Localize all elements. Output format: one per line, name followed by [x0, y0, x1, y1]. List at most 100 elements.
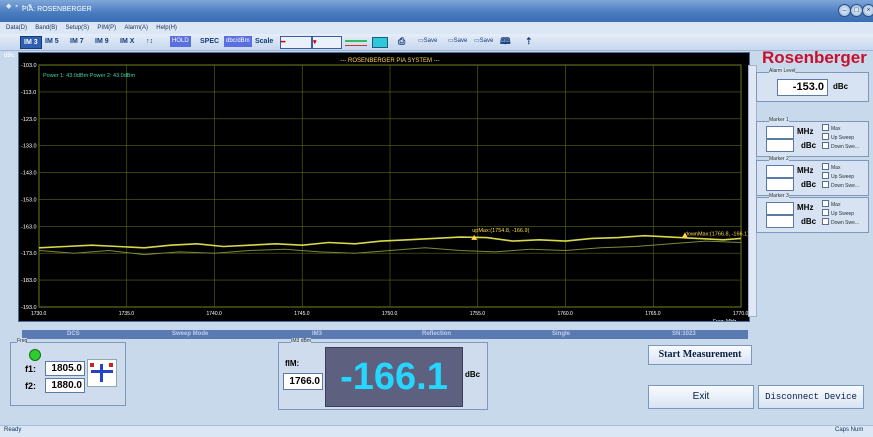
x-tick-label: 1735.0	[119, 311, 135, 317]
x-tick-label: 1750.0	[382, 311, 398, 317]
power-readout: Power 1: 43.0dBm Power 2: 43.0dBm	[43, 73, 135, 79]
pin-icon[interactable]: ⇡	[525, 36, 533, 46]
mode-im7-button[interactable]: IM 7	[70, 38, 84, 45]
marker-1-down-checkbox[interactable]: Down Swe...	[822, 142, 859, 150]
marker-3-freq-input[interactable]	[766, 202, 794, 215]
x-axis-label: Freq: MHz	[713, 319, 737, 321]
scale-select[interactable]: ━	[280, 36, 312, 49]
csv-file-icon[interactable]: ▭Save	[448, 38, 468, 44]
disconnect-device-button[interactable]: Disconnect Device	[758, 385, 864, 409]
csv-file-label: Save	[453, 38, 468, 44]
x-tick-label: 1730.0	[31, 311, 47, 317]
result-label: IM3 dBm	[291, 338, 312, 344]
start-measurement-button[interactable]: Start Measurement	[648, 345, 752, 365]
x-tick-label: 1760.0	[558, 311, 574, 317]
status-serial: SN:1023	[672, 331, 696, 337]
exit-button[interactable]: Exit	[648, 385, 754, 409]
marker-3-group: Marker 3 MHz dBc Max Up Sweep Down Swe..…	[756, 193, 869, 233]
status-im-order: IM3	[312, 331, 323, 337]
menu-pim[interactable]: PIM(P)	[97, 25, 117, 31]
marker-3-down-checkbox[interactable]: Down Swe...	[822, 218, 859, 226]
close-icon[interactable]: ×	[862, 4, 873, 17]
y-tick-label: -113.0	[21, 90, 36, 96]
chart-title: --- ROSENBERGER PIA SYSTEM ---	[340, 58, 439, 64]
alarm-level-input[interactable]: -153.0	[777, 79, 828, 96]
quick-access-icons[interactable]: ◆ ▪ ▫ ▾	[6, 3, 33, 10]
marker-2-dbc-unit: dBc	[801, 180, 817, 189]
line-style-icon[interactable]	[345, 40, 367, 46]
x-tick-label: 1770.0	[733, 311, 749, 317]
hold-button[interactable]: HOLD	[170, 36, 191, 47]
marker-2-max-checkbox[interactable]: Max	[822, 163, 840, 171]
freq-label: Freq	[17, 338, 28, 344]
trace-select[interactable]: ▾	[312, 36, 342, 49]
toolbar: IM 3 IM 5 IM 7 IM 9 IM X ↑↕ HOLD SPEC db…	[0, 34, 873, 51]
alarm-level-label: Alarm Level	[769, 68, 796, 74]
marker-2-down-checkbox[interactable]: Down Swe...	[822, 181, 859, 189]
bmp-file-icon[interactable]: ▭Save	[474, 38, 494, 44]
brand-logo: Rosenberger	[762, 48, 867, 67]
mode-im3-button[interactable]: IM 3	[20, 36, 42, 49]
dbc-file-icon[interactable]: ▭Save	[418, 38, 438, 44]
color-swatch-icon[interactable]	[372, 37, 388, 48]
book-icon[interactable]: 🕮	[500, 36, 511, 46]
mode-im9-button[interactable]: IM 9	[95, 38, 109, 45]
y-tick-label: -163.0	[21, 224, 37, 230]
menu-data[interactable]: Data(D)	[6, 25, 28, 31]
marker-1-mhz-unit: MHz	[797, 127, 814, 136]
marker-3-up-label: Up Sweep	[831, 211, 855, 217]
marker-1-freq-input[interactable]	[766, 126, 794, 139]
marker-1-level-input[interactable]	[766, 139, 794, 152]
marker-triangle	[681, 232, 688, 238]
marker-3-down-label: Down Swe...	[831, 220, 860, 226]
y-tick-label: -153.0	[21, 197, 37, 203]
marker-1-up-label: Up Sweep	[831, 135, 855, 141]
menu-alarm[interactable]: Alarm(A)	[124, 25, 148, 31]
marker-1-max-label: Max	[831, 126, 841, 132]
menu-band[interactable]: Band(B)	[35, 25, 58, 31]
series-line	[38, 234, 742, 249]
marker-2-freq-input[interactable]	[766, 165, 794, 178]
status-single: Single	[552, 331, 571, 337]
marker-1-max-checkbox[interactable]: Max	[822, 124, 840, 132]
maximize-icon[interactable]: □	[850, 4, 863, 17]
menu-help[interactable]: Help(H)	[156, 25, 177, 31]
marker-triangle	[471, 234, 478, 240]
pim-result-value: -166.1	[340, 356, 448, 398]
marker-2-up-checkbox[interactable]: Up Sweep	[822, 172, 854, 180]
status-keys: Caps Num	[835, 427, 864, 433]
freq-group: Freq f1: 1805.0 f2: 1880.0	[10, 338, 126, 406]
marker-annotation: upMax:(1754.8, -166.9)	[472, 228, 529, 234]
spec-label[interactable]: SPEC	[200, 38, 220, 45]
marker-3-label: Marker 3	[769, 193, 789, 199]
marker-2-down-label: Down Swe...	[831, 183, 860, 189]
marker-2-max-label: Max	[831, 165, 841, 171]
marker-3-max-label: Max	[831, 202, 841, 208]
status-led-icon	[29, 349, 41, 361]
mode-imx-button[interactable]: IM X	[120, 38, 135, 45]
f2-value: 1880.0	[45, 378, 85, 393]
title-bar: ◆ ▪ ▫ ▾ PIA: ROSENBERGER – □ ×	[0, 0, 873, 22]
marker-3-max-checkbox[interactable]: Max	[822, 200, 840, 208]
print-icon[interactable]: ⎙	[398, 36, 406, 46]
mode-im5-button[interactable]: IM 5	[45, 38, 59, 45]
alarm-level-unit: dBc	[833, 82, 849, 91]
status-ready: Ready	[4, 427, 22, 433]
marker-2-level-input[interactable]	[766, 178, 794, 191]
y-tick-label: -173.0	[21, 251, 37, 257]
pim-result-unit: dBc	[465, 370, 481, 379]
dbc-toggle-button[interactable]: dbc/dBm	[224, 36, 252, 47]
marker-1-up-checkbox[interactable]: Up Sweep	[822, 133, 854, 141]
y-tick-label: -133.0	[21, 144, 37, 150]
marker-3-level-input[interactable]	[766, 215, 794, 228]
menu-setup[interactable]: Setup(S)	[65, 25, 90, 31]
marker-2-mhz-unit: MHz	[797, 166, 814, 175]
result-group: IM3 dBm fIM: 1766.0 -166.1 dBc	[278, 338, 488, 410]
window-title: PIA: ROSENBERGER	[22, 6, 92, 13]
marker-2-up-label: Up Sweep	[831, 174, 855, 180]
f1-label: f1:	[25, 364, 36, 374]
arrow-icon[interactable]: ↑↕	[146, 38, 153, 45]
x-tick-label: 1740.0	[207, 311, 223, 317]
marker-3-up-checkbox[interactable]: Up Sweep	[822, 209, 854, 217]
marker-2-group: Marker 2 MHz dBc Max Up Sweep Down Swe..…	[756, 156, 869, 196]
